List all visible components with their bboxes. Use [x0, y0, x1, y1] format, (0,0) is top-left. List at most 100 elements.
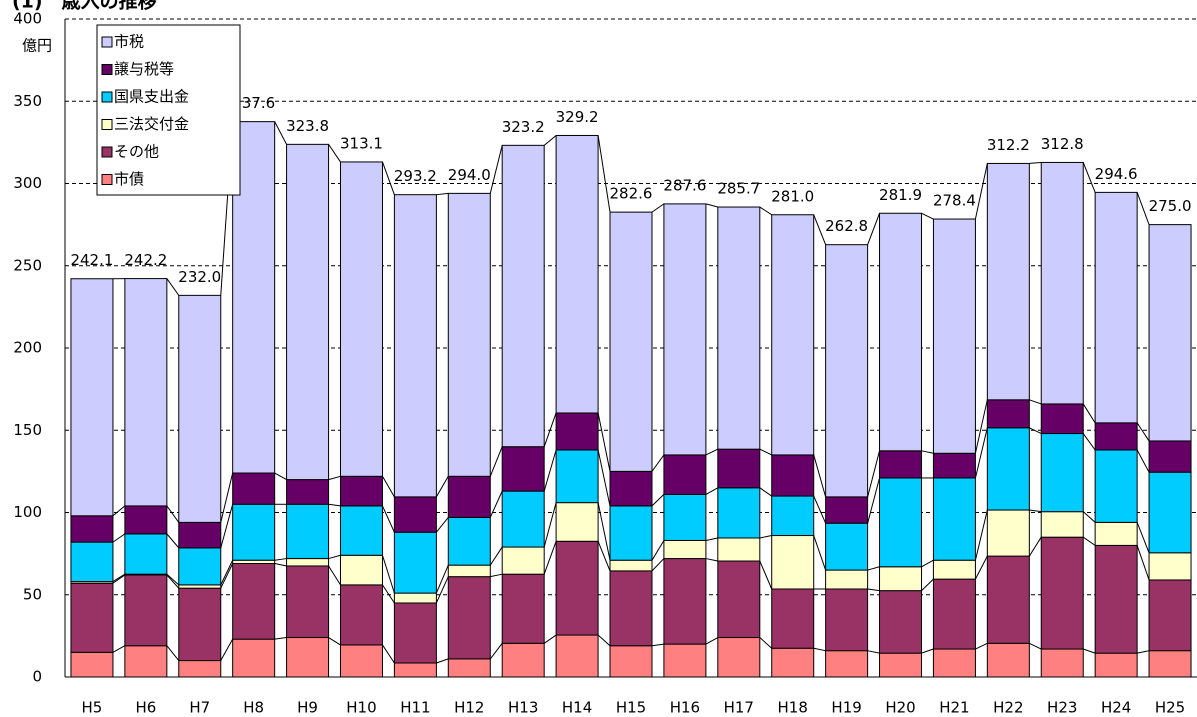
connector [651, 203, 665, 213]
connector [435, 576, 449, 604]
x-tick-label: H9 [297, 699, 318, 717]
connector [1082, 433, 1096, 451]
total-label: 294.6 [1095, 165, 1138, 183]
bar-segment [1040, 648, 1084, 678]
x-tick-label: H15 [616, 699, 646, 717]
connector [436, 658, 449, 664]
connector [759, 487, 772, 497]
bar-segment [339, 644, 383, 678]
bar-segment [771, 647, 815, 678]
total-label: 312.8 [1041, 135, 1084, 153]
connector [220, 563, 234, 589]
total-label: 294.0 [448, 166, 491, 184]
connector [1029, 427, 1042, 434]
bar-segment [932, 559, 976, 580]
bar-segment [501, 546, 545, 575]
connector [705, 487, 719, 495]
bar-segment [124, 533, 168, 575]
bar-segment [986, 555, 1030, 644]
bar-segment [1148, 440, 1192, 473]
total-label: 293.2 [394, 167, 437, 185]
bar-segment [932, 477, 976, 561]
x-tick-label: H18 [778, 699, 808, 717]
bar-segment [447, 658, 491, 678]
connector [1136, 522, 1150, 553]
connector [166, 574, 180, 589]
bar-segment [663, 558, 707, 645]
connector [1082, 536, 1096, 546]
connector [489, 642, 503, 660]
connector [112, 573, 126, 583]
connector [867, 450, 881, 497]
connector [759, 448, 772, 456]
connector [867, 566, 880, 571]
y-tick-label: 400 [13, 10, 42, 28]
bar-segment [717, 206, 761, 450]
bar-segment [771, 495, 815, 537]
bar-segment [609, 645, 653, 678]
y-tick-label: 250 [13, 256, 42, 274]
connector [328, 637, 341, 646]
bar-segment [825, 588, 869, 652]
connector [1082, 162, 1096, 193]
connector [974, 399, 988, 454]
y-unit: 億円 [22, 37, 52, 55]
bar-segment [393, 496, 437, 533]
bar-segment [1040, 536, 1084, 650]
connector [274, 472, 287, 481]
connector [435, 564, 449, 594]
bar-segment [932, 578, 976, 650]
x-tick-label: H10 [346, 699, 376, 717]
connector [1028, 536, 1042, 557]
connector [166, 278, 180, 296]
bar-segment [286, 565, 330, 639]
connector [328, 554, 341, 560]
y-tick-label: 0 [32, 668, 42, 686]
x-tick-label: H7 [189, 699, 210, 717]
connector [759, 637, 773, 649]
total-label: 323.8 [286, 117, 329, 135]
bar-segment [178, 587, 222, 662]
legend-box [96, 24, 241, 196]
connector [381, 555, 395, 594]
bar-segment [555, 540, 599, 636]
bar-segment [339, 161, 383, 477]
bar-segment [879, 477, 923, 568]
bar-segment [70, 582, 114, 653]
bar-segment [1094, 422, 1138, 451]
x-tick-label: H11 [400, 699, 430, 717]
bar-segment [1094, 652, 1138, 678]
connector [813, 647, 826, 652]
bar-segment [609, 505, 653, 561]
bar-segment [1148, 579, 1192, 652]
connector [1083, 648, 1096, 654]
legend-label: 市税 [114, 33, 144, 51]
bar-segment [1040, 433, 1084, 513]
total-label: 329.2 [556, 108, 599, 126]
connector [1136, 449, 1150, 473]
legend-swatch [101, 36, 113, 48]
connector [921, 212, 934, 220]
bar-segment [70, 278, 114, 517]
bar-segment [986, 509, 1030, 557]
bar-segment [1040, 161, 1084, 405]
bar-segment [932, 452, 976, 479]
bar-segment [447, 475, 491, 518]
bar-segment [609, 470, 653, 507]
bar-segment [286, 558, 330, 567]
bar-segment [932, 218, 976, 454]
connector [651, 454, 665, 472]
y-tick-label: 150 [13, 421, 42, 439]
total-label: 281.9 [879, 186, 922, 204]
connector [274, 121, 288, 145]
bar-segment [1094, 521, 1138, 546]
bar-segment [286, 143, 330, 481]
legend-swatch [101, 146, 113, 158]
connector [220, 504, 234, 548]
connector [759, 535, 772, 539]
bar-segment [232, 503, 276, 561]
legend-swatch [101, 64, 113, 75]
connector [489, 446, 503, 477]
bar-segment [1148, 552, 1192, 581]
connector [813, 214, 827, 245]
